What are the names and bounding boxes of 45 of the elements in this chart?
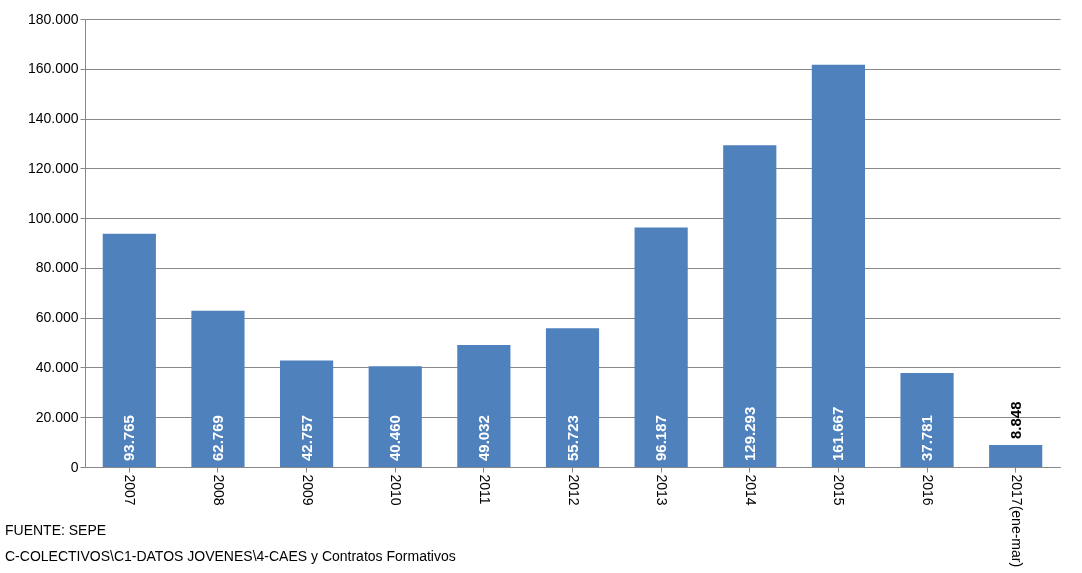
data-label: 8.848	[1006, 401, 1024, 439]
bar	[191, 310, 245, 467]
x-tick-label: 2009	[299, 474, 316, 506]
data-label: 55.723	[563, 415, 581, 461]
data-label: 93.765	[120, 415, 138, 461]
bar	[457, 344, 511, 467]
bar	[989, 444, 1043, 467]
y-tick-label: 120.000	[27, 159, 79, 176]
data-label: 62.769	[208, 415, 226, 461]
y-tick-label: 60.000	[35, 309, 79, 326]
x-tick-label: 2016	[920, 474, 937, 506]
bar	[280, 360, 334, 467]
data-label: 161.667	[829, 406, 847, 461]
data-label: 129.293	[740, 406, 758, 461]
bar	[900, 372, 954, 467]
bar	[102, 233, 156, 467]
data-label: 42.757	[297, 415, 315, 461]
bar	[723, 145, 777, 467]
source-note: FUENTE: SEPE	[5, 522, 107, 538]
bar	[811, 64, 865, 467]
data-label: 37.781	[918, 415, 936, 461]
y-tick-label: 160.000	[27, 60, 79, 77]
bar	[545, 328, 600, 467]
x-tick-label: 2013	[654, 474, 671, 506]
x-tick-label: 2011	[476, 474, 493, 505]
x-tick-label: 2017(ene-mar)	[1008, 474, 1025, 568]
y-tick-label: 20.000	[35, 408, 79, 425]
data-label: 40.460	[386, 415, 404, 461]
y-tick-label: 40.000	[35, 358, 79, 375]
x-tick-label: 2012	[565, 474, 582, 506]
text: C-COLECTIVOS\C1-DATOS JOVENES\4-CAES y Contratos Formativos	[5, 548, 456, 564]
bar	[634, 227, 688, 467]
data-label: 49.032	[474, 415, 492, 461]
y-tick-label: 80.000	[35, 259, 79, 276]
y-tick-label: 140.000	[27, 110, 79, 127]
y-tick-label: 180.000	[27, 10, 79, 27]
data-label: 96.187	[652, 415, 670, 461]
x-tick-label: 2007	[122, 474, 139, 506]
bar	[368, 366, 422, 467]
x-tick-label: 2015	[831, 474, 848, 506]
x-tick-label: 2014	[742, 474, 759, 506]
x-tick-label: 2008	[210, 474, 227, 506]
x-tick-label: 2010	[388, 474, 405, 506]
y-tick-label: 100.000	[27, 209, 79, 226]
y-tick-label: 0	[70, 458, 79, 475]
